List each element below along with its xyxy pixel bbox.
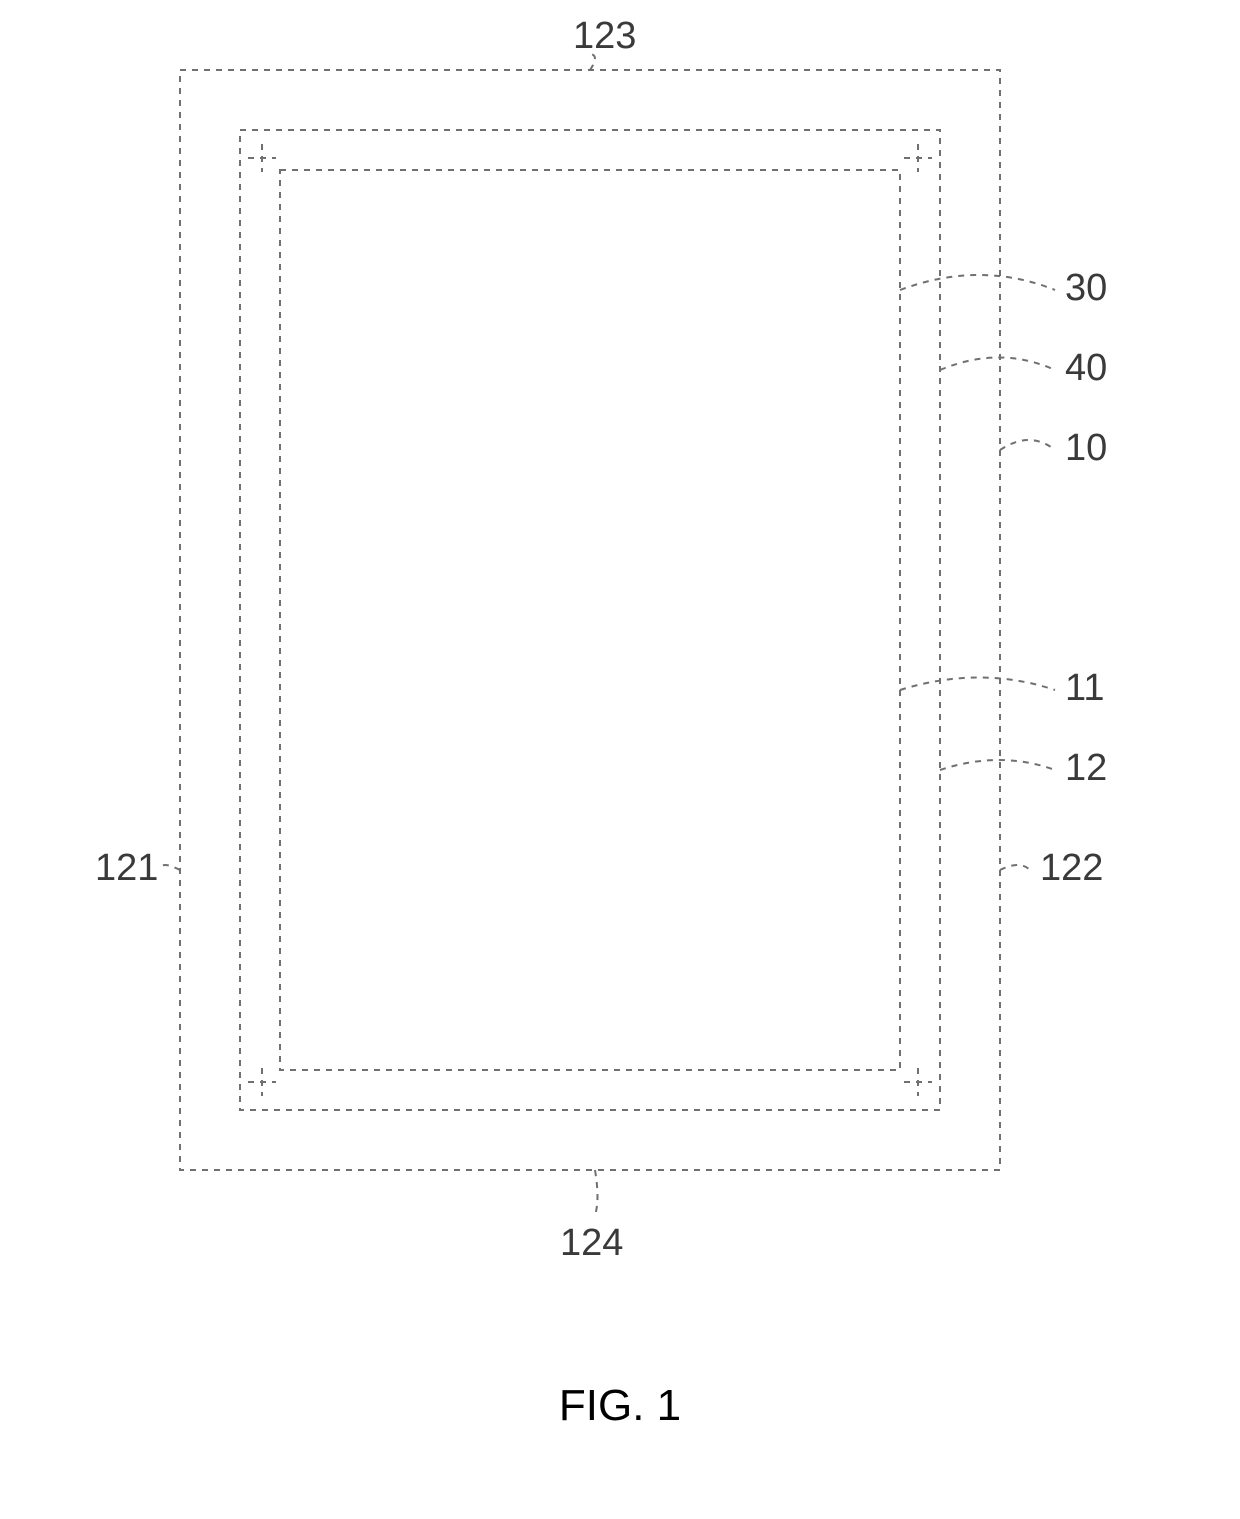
leader-30 <box>900 275 1055 290</box>
cross-mark-3 <box>904 1068 932 1096</box>
label-123: 123 <box>573 15 636 57</box>
leader-11 <box>900 678 1055 691</box>
label-10: 10 <box>1065 427 1107 469</box>
leader-10 <box>1000 440 1055 450</box>
label-122: 122 <box>1040 847 1103 889</box>
label-12: 12 <box>1065 747 1107 789</box>
leader-121 <box>160 865 180 870</box>
middle-rect <box>240 130 940 1110</box>
cross-mark-2 <box>248 1068 276 1096</box>
label-124: 124 <box>560 1222 623 1264</box>
label-121: 121 <box>95 847 158 889</box>
outer-rect <box>180 70 1000 1170</box>
label-11: 11 <box>1065 667 1104 709</box>
leader-12 <box>940 760 1055 770</box>
label-40: 40 <box>1065 347 1107 389</box>
leader-40 <box>940 358 1055 371</box>
leader-122 <box>1000 865 1030 870</box>
cross-mark-0 <box>248 144 276 172</box>
inner-rect <box>280 170 900 1070</box>
figure-caption: FIG. 1 <box>559 1381 681 1430</box>
leader-124 <box>595 1170 598 1215</box>
cross-mark-1 <box>904 144 932 172</box>
label-30: 30 <box>1065 267 1107 309</box>
